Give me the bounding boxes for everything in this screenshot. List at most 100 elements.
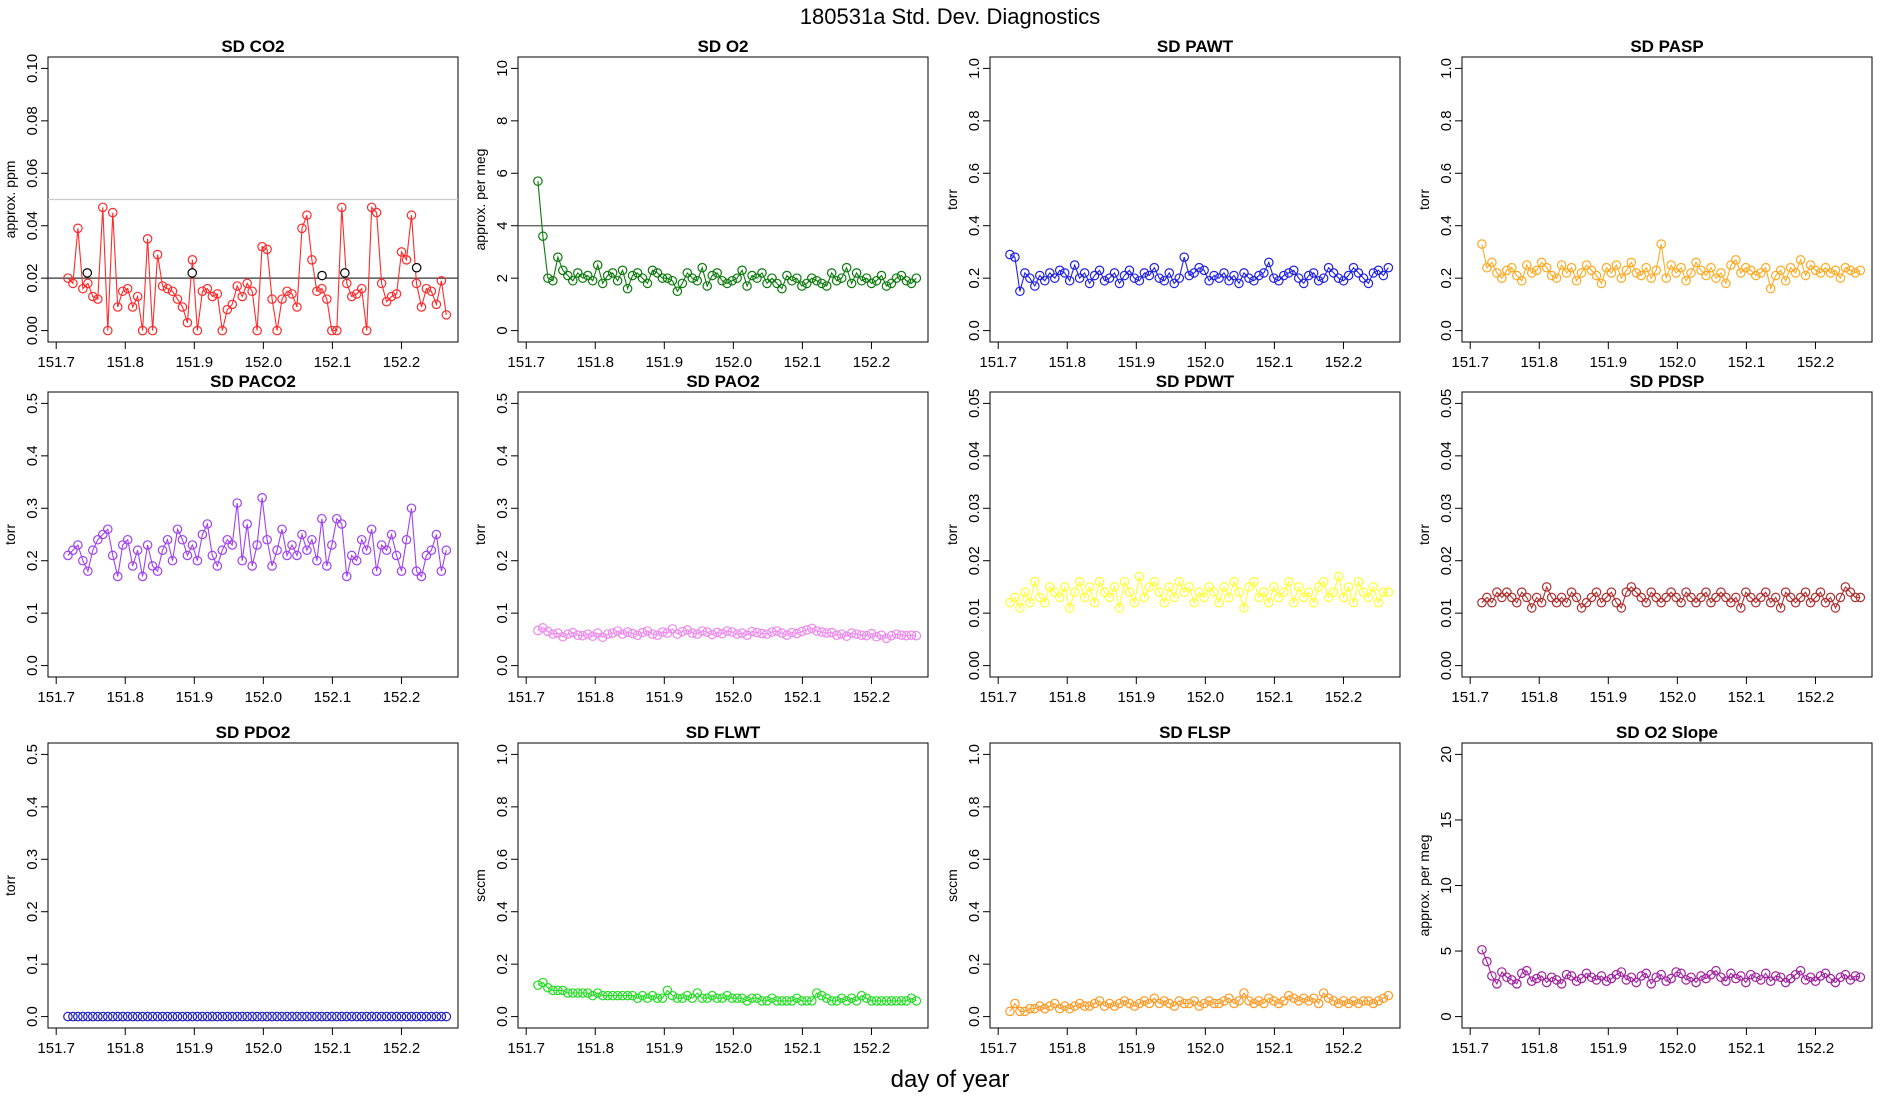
data-point: [677, 626, 688, 637]
data-point: [351, 555, 362, 566]
data-point: [1244, 582, 1254, 592]
data-point: [1179, 252, 1190, 262]
data-point: [1566, 587, 1577, 597]
chart-title: SD FLWT: [686, 723, 761, 742]
data-point: [1850, 971, 1861, 981]
data-point: [836, 273, 847, 283]
data-point: [307, 1011, 317, 1022]
data-point: [567, 275, 578, 286]
data-point: [597, 278, 608, 289]
data-point: [1820, 968, 1831, 979]
data-point: [287, 540, 297, 550]
data-point: [63, 1011, 73, 1022]
data-point: [1030, 281, 1040, 291]
data-point: [386, 529, 397, 540]
data-point: [1711, 592, 1721, 603]
data-point: [1229, 576, 1239, 587]
plot-frame: [989, 56, 1401, 343]
y-axis-label: torr: [1416, 524, 1432, 545]
data-point: [1681, 275, 1691, 286]
data-point: [846, 993, 857, 1004]
data-point: [1049, 998, 1060, 1009]
data-point: [267, 294, 277, 304]
data-point: [1049, 273, 1060, 283]
data-point: [1581, 597, 1592, 608]
data-point: [441, 545, 452, 556]
x-tick-label: 152.0: [1187, 354, 1225, 371]
data-point: [1721, 592, 1731, 603]
data-point: [88, 291, 98, 302]
y-tick-label: 0: [1438, 1012, 1455, 1020]
data-point: [366, 1011, 377, 1022]
data-point: [1378, 993, 1389, 1004]
data-point: [911, 996, 922, 1006]
data-point: [416, 571, 427, 582]
data-point: [667, 990, 678, 1001]
data-point: [1189, 268, 1199, 278]
data-point: [406, 210, 417, 221]
data-point: [1338, 996, 1349, 1006]
data-point: [906, 630, 917, 640]
data-point: [202, 519, 213, 529]
data-point: [1383, 587, 1394, 597]
data-point: [1601, 592, 1612, 603]
data-point: [1726, 968, 1736, 979]
data-point: [841, 262, 852, 273]
data-point: [1074, 998, 1085, 1009]
data-point: [336, 1011, 347, 1022]
data-point: [1586, 972, 1597, 983]
x-tick-label: 151.7: [37, 354, 75, 371]
data-point: [1591, 587, 1602, 597]
data-point: [1526, 976, 1537, 987]
data-point: [1770, 971, 1781, 981]
data-point: [127, 561, 138, 571]
data-point: [682, 625, 693, 635]
y-tick-label: 0.04: [966, 441, 983, 470]
data-point: [162, 283, 173, 294]
y-tick-label: 0.2: [494, 550, 511, 571]
data-point: [1094, 265, 1105, 276]
x-axis-label: day of year: [890, 1066, 1010, 1093]
data-point: [1044, 582, 1055, 592]
data-point: [1020, 268, 1030, 278]
data-point: [1780, 275, 1791, 286]
data-point: [1497, 592, 1507, 603]
data-point: [167, 1011, 178, 1022]
data-point: [93, 534, 103, 545]
panel-sd-o2: SD O2 0 2 4 6 8 10 151.7 151.8 151.9 152.0 152.1 152…: [472, 37, 929, 371]
data-point: [1741, 262, 1751, 273]
data-point: [147, 325, 158, 336]
data-point: [157, 1011, 168, 1022]
data-point: [1790, 597, 1801, 608]
data-point: [1378, 270, 1389, 281]
data-point: [1726, 597, 1736, 608]
data-point: [1079, 268, 1090, 278]
data-point: [1124, 587, 1135, 597]
y-axis-label: torr: [2, 875, 18, 896]
series-line: [1009, 254, 1389, 292]
data-point: [1746, 265, 1756, 276]
x-tick-label: 152.1: [314, 354, 352, 371]
x-tick-label: 152.1: [1728, 689, 1766, 706]
data-point: [1353, 576, 1364, 587]
data-point: [252, 540, 262, 550]
data-point: [667, 624, 678, 634]
y-axis-label: sccm: [472, 869, 488, 902]
data-point: [1800, 270, 1811, 281]
data-point: [132, 1011, 143, 1022]
panel-sd-o2-slope: SD O2 Slope 0 5 10 15 20 151.7 151.8 151.9 152.0 1…: [1416, 723, 1873, 1057]
data-point: [1134, 998, 1145, 1009]
data-point: [152, 566, 163, 577]
data-point: [1368, 582, 1379, 592]
data-point: [416, 302, 427, 312]
data-point: [692, 275, 703, 286]
data-point: [1059, 1001, 1070, 1011]
data-point: [871, 631, 882, 642]
data-point: [356, 283, 367, 294]
data-point: [622, 990, 633, 1001]
data-point: [821, 628, 832, 638]
data-point: [1169, 278, 1180, 289]
data-point: [267, 561, 277, 571]
data-point: [826, 268, 837, 278]
y-tick-label: 0.6: [966, 163, 983, 184]
